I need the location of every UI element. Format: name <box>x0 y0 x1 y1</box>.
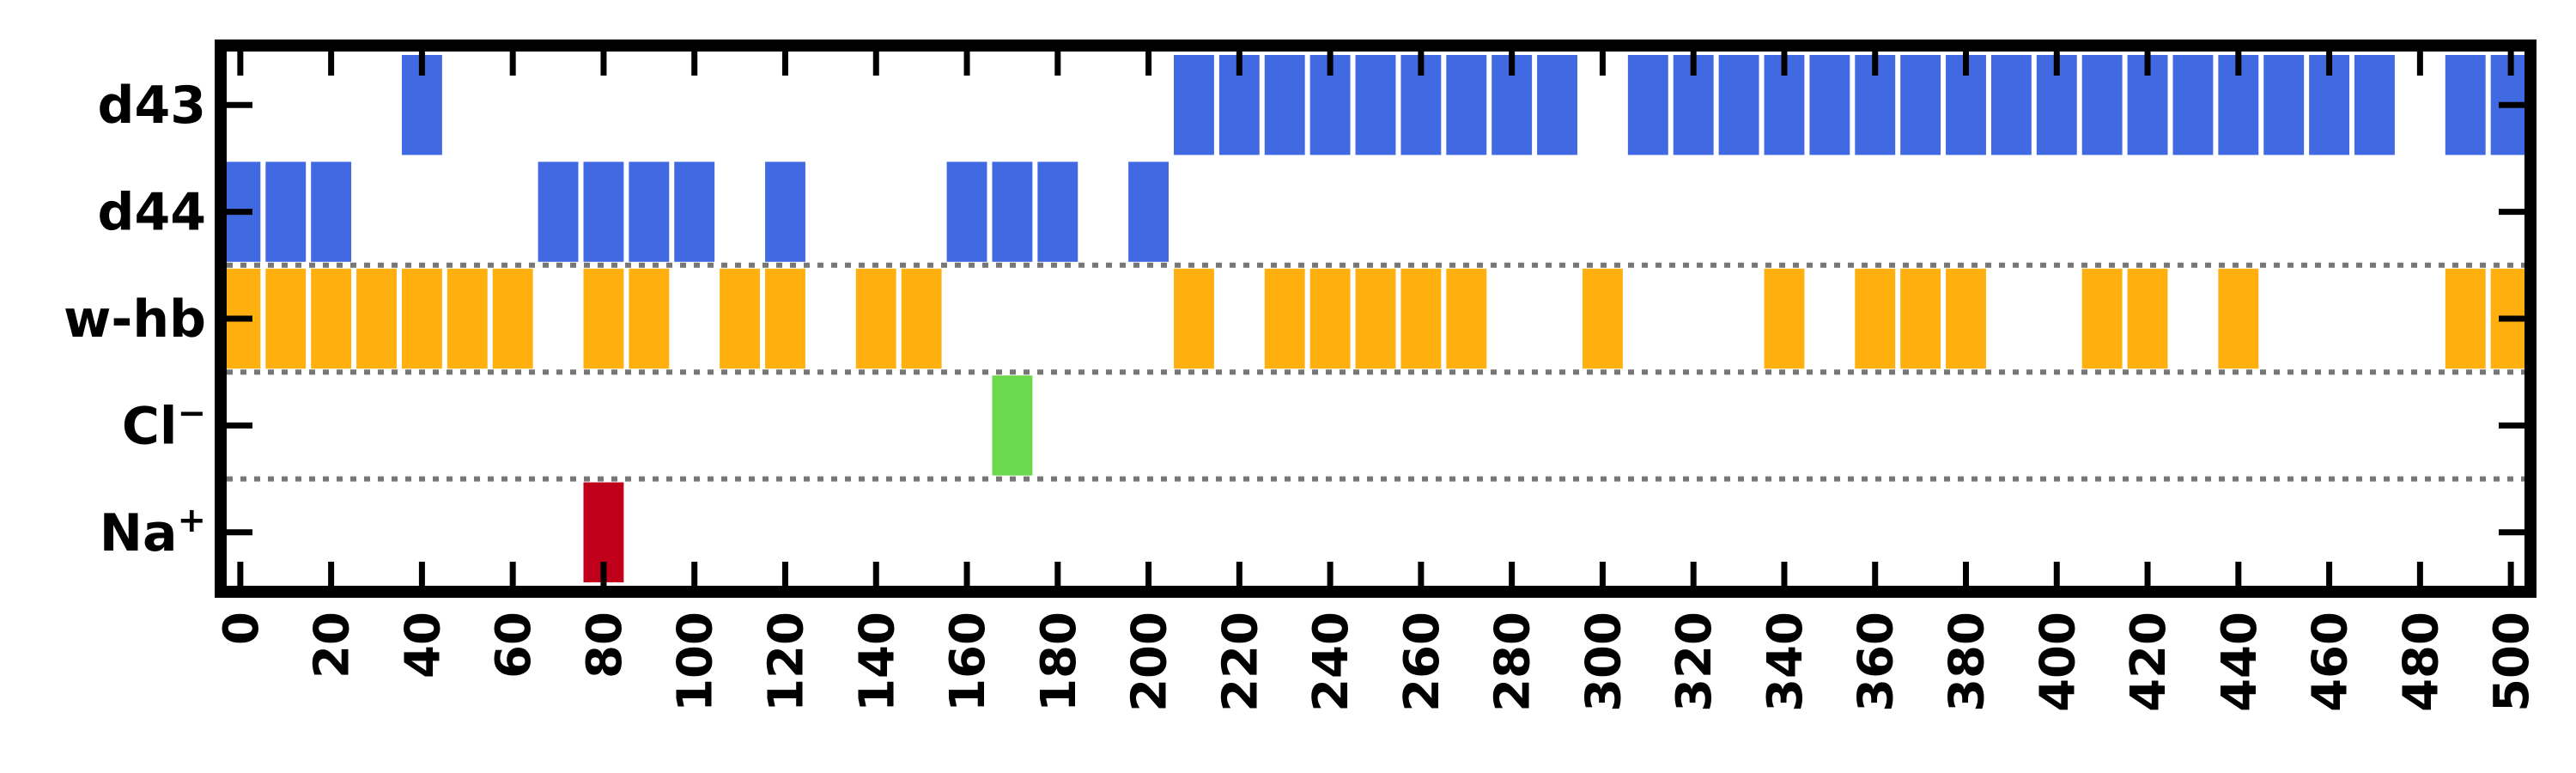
x-tick-label-200: 200 <box>1122 612 1178 712</box>
x-tick-label-60: 60 <box>486 612 542 679</box>
event-bar-d44-90 <box>629 161 670 262</box>
event-bar-w-hb-230 <box>1264 268 1305 369</box>
x-tick-label-260: 260 <box>1394 612 1450 712</box>
x-tick-label-180: 180 <box>1031 612 1087 712</box>
y-label-d44: d44 <box>98 183 206 243</box>
event-bar-w-hb-490 <box>2445 268 2486 369</box>
x-tick-label-400: 400 <box>2030 612 2086 712</box>
event-bar-d44-70 <box>538 161 579 262</box>
event-bar-w-hb-250 <box>1355 268 1396 369</box>
event-bar-d43-250 <box>1355 55 1396 155</box>
event-bar-w-hb-150 <box>901 268 942 369</box>
x-tick-label-240: 240 <box>1303 612 1359 712</box>
x-tick-label-20: 20 <box>305 612 361 679</box>
event-bar-d43-450 <box>2263 55 2305 155</box>
event-bar-d43-470 <box>2354 55 2395 155</box>
x-tick-label-480: 480 <box>2393 612 2449 712</box>
event-bar-w-hb-360 <box>1855 268 1896 369</box>
event-bar-w-hb-370 <box>1900 268 1941 369</box>
event-bar-d43-230 <box>1264 55 1305 155</box>
x-tick-label-500: 500 <box>2484 612 2540 712</box>
event-bar-w-hb-60 <box>492 268 533 369</box>
event-bar-w-hb-80 <box>583 268 624 369</box>
x-tick-label-340: 340 <box>1758 612 1814 712</box>
x-tick-label-300: 300 <box>1576 612 1631 712</box>
event-bar-w-hb-20 <box>311 268 352 369</box>
event-bar-d44-80 <box>583 161 624 262</box>
axis-ticks <box>227 52 2524 586</box>
event-bar-d43-310 <box>1627 55 1668 155</box>
event-bar-d43-290 <box>1537 55 1577 155</box>
x-tick-label-80: 80 <box>577 612 633 679</box>
x-tick-label-320: 320 <box>1667 612 1722 712</box>
event-bars <box>227 55 2524 582</box>
x-tick-label-0: 0 <box>214 612 270 645</box>
event-bar-w-hb-410 <box>2081 268 2123 369</box>
x-tick-label-160: 160 <box>940 612 996 712</box>
event-bar-w-hb-50 <box>447 268 488 369</box>
event-bar-cl-170 <box>992 375 1033 476</box>
event-bar-w-hb-380 <box>1946 268 1986 369</box>
event-bar-w-hb-10 <box>265 268 307 369</box>
event-bar-w-hb-120 <box>765 268 805 369</box>
event-bar-w-hb-440 <box>2218 268 2259 369</box>
x-tick-label-220: 220 <box>1212 612 1268 712</box>
event-bar-d44-120 <box>765 161 805 262</box>
x-tick-label-40: 40 <box>395 612 451 679</box>
event-bar-d43-270 <box>1446 55 1487 155</box>
event-bar-d44-200 <box>1128 161 1170 262</box>
event-bar-d43-490 <box>2445 55 2486 155</box>
x-tick-label-280: 280 <box>1485 612 1541 712</box>
event-bar-d44-20 <box>311 161 352 262</box>
event-bar-d43-350 <box>1809 55 1850 155</box>
y-label-cl: Cl− <box>122 393 206 456</box>
x-tick-label-360: 360 <box>1849 612 1905 712</box>
x-tick-label-460: 460 <box>2303 612 2359 712</box>
event-bar-w-hb-210 <box>1174 268 1214 369</box>
event-bar-d43-410 <box>2081 55 2123 155</box>
group-separators <box>227 262 2524 482</box>
event-bar-w-hb-30 <box>356 268 397 369</box>
event-bar-w-hb-420 <box>2127 268 2168 369</box>
event-bar-w-hb-110 <box>720 268 761 369</box>
x-axis-labels: 0 20 40 60 80 100 120 140 160 180 200 220 240 260 280 3… <box>214 612 2540 712</box>
event-bar-d43-390 <box>1990 55 2032 155</box>
x-tick-label-100: 100 <box>668 612 724 712</box>
x-tick-label-120: 120 <box>758 612 814 712</box>
event-bar-d44-10 <box>265 161 307 262</box>
event-bar-d43-330 <box>1718 55 1759 155</box>
y-label-na: Na+ <box>100 501 206 563</box>
x-tick-label-420: 420 <box>2121 612 2177 712</box>
event-bar-w-hb-340 <box>1764 268 1805 369</box>
event-bar-d43-370 <box>1900 55 1941 155</box>
y-label-w-hb: w-hb <box>64 289 206 350</box>
y-axis-labels: d43 d44 w-hb Cl− Na+ <box>64 76 206 563</box>
event-bar-d44-170 <box>992 161 1033 262</box>
event-bar-w-hb-260 <box>1400 268 1442 369</box>
y-label-d43: d43 <box>98 76 206 136</box>
event-bar-w-hb-240 <box>1309 268 1351 369</box>
event-bar-d44-180 <box>1037 161 1078 262</box>
event-bar-w-hb-40 <box>401 268 442 369</box>
event-bar-w-hb-90 <box>629 268 670 369</box>
x-tick-label-440: 440 <box>2212 612 2268 712</box>
plot-frame <box>215 40 2537 598</box>
event-bar-d44-160 <box>946 161 987 262</box>
event-bar-d43-210 <box>1174 55 1214 155</box>
event-bar-w-hb-140 <box>855 268 896 369</box>
event-bar-w-hb-300 <box>1582 268 1623 369</box>
event-bar-d43-430 <box>2172 55 2214 155</box>
x-tick-label-380: 380 <box>1940 612 1996 712</box>
event-bar-w-hb-270 <box>1446 268 1487 369</box>
x-tick-label-140: 140 <box>849 612 905 712</box>
event-bar-d44-100 <box>674 161 715 262</box>
